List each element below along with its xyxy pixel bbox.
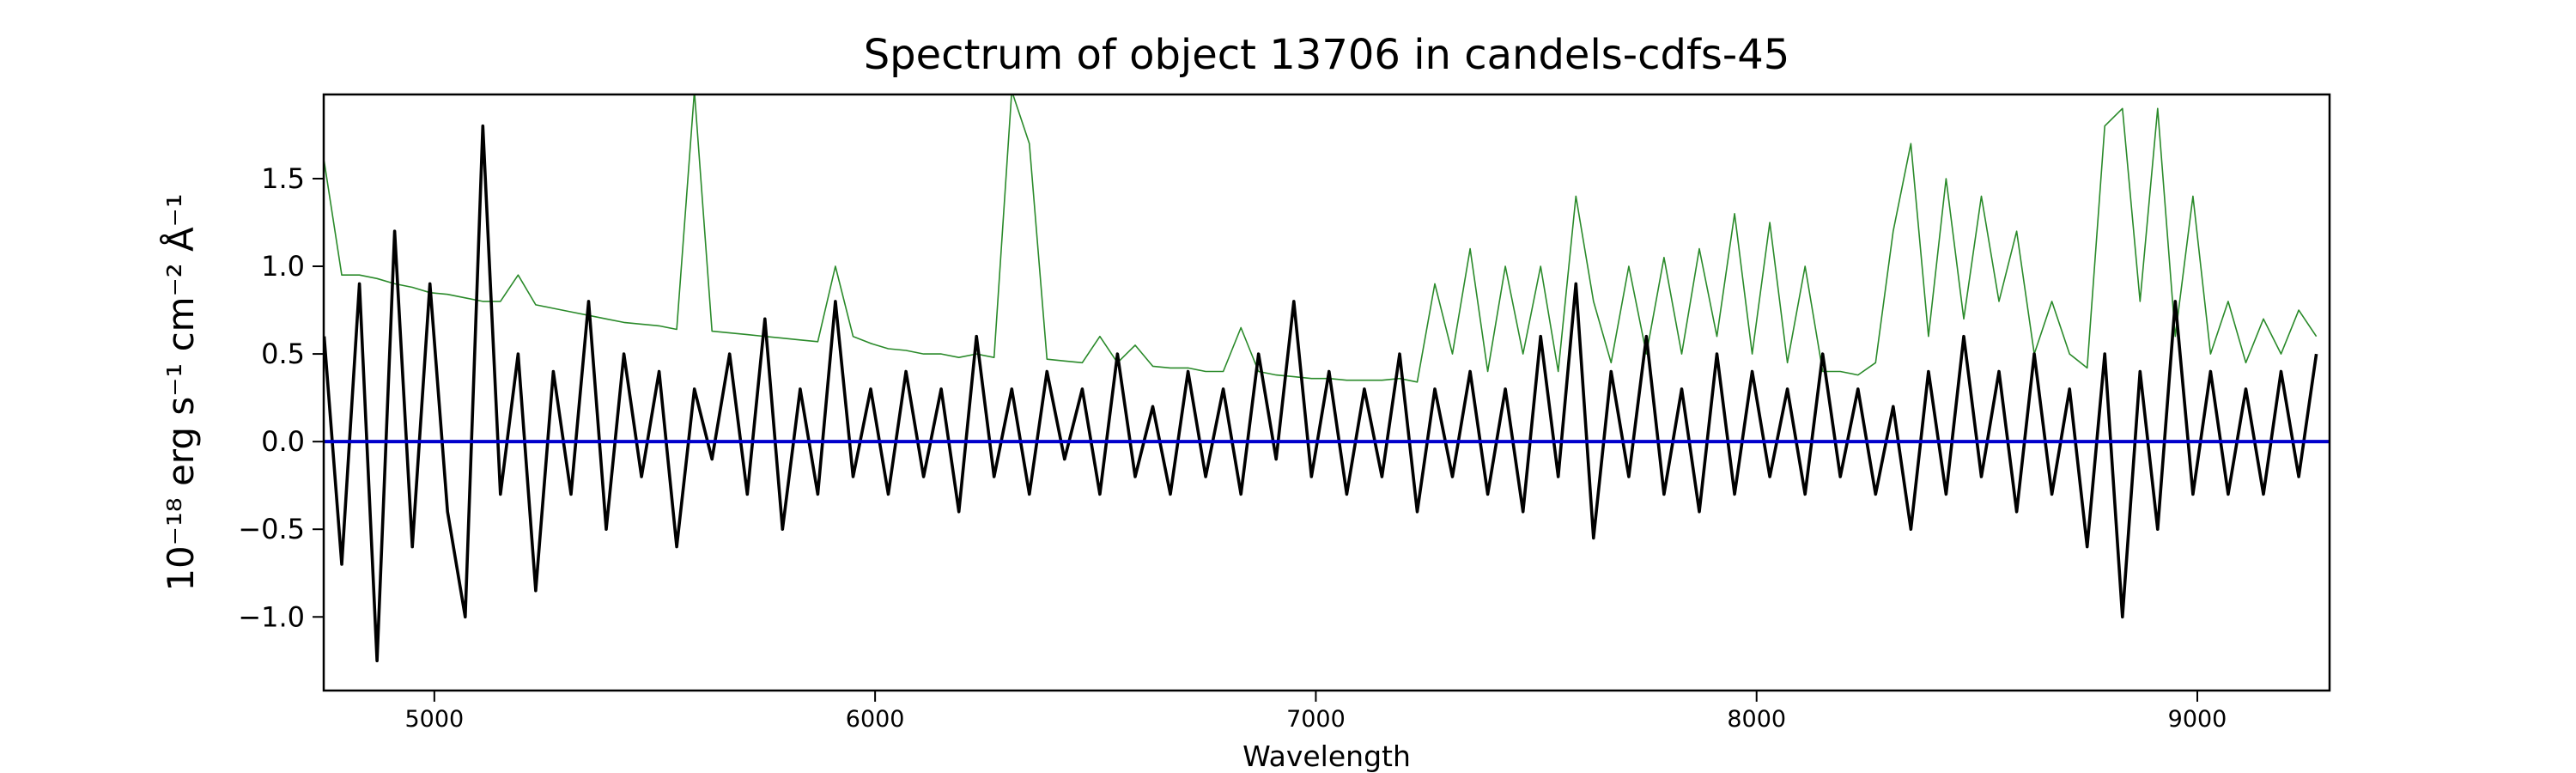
x-tick-label: 6000	[846, 706, 905, 733]
x-tick-label: 9000	[2168, 706, 2227, 733]
y-tick-label: 0.5	[261, 338, 305, 370]
x-tick-label: 8000	[1727, 706, 1786, 733]
x-tick-label: 7000	[1286, 706, 1346, 733]
y-tick-label: −0.5	[238, 513, 305, 545]
spectrum-line	[324, 124, 2318, 663]
spectrum-line	[324, 94, 2318, 383]
plot-area	[324, 94, 2330, 663]
chart-title: Spectrum of object 13706 in candels-cdfs…	[864, 31, 1790, 79]
x-axis-label: Wavelength	[1242, 740, 1411, 773]
y-tick-label: −1.0	[238, 600, 305, 633]
y-tick-label: 1.0	[261, 250, 305, 283]
x-tick-label: 5000	[404, 706, 464, 733]
y-axis-label: 10⁻¹⁸ erg s⁻¹ cm⁻² Å⁻¹	[159, 193, 202, 591]
y-tick-label: 0.0	[261, 425, 305, 458]
y-tick-label: 1.5	[261, 162, 305, 195]
axes-frame	[322, 93, 2331, 692]
